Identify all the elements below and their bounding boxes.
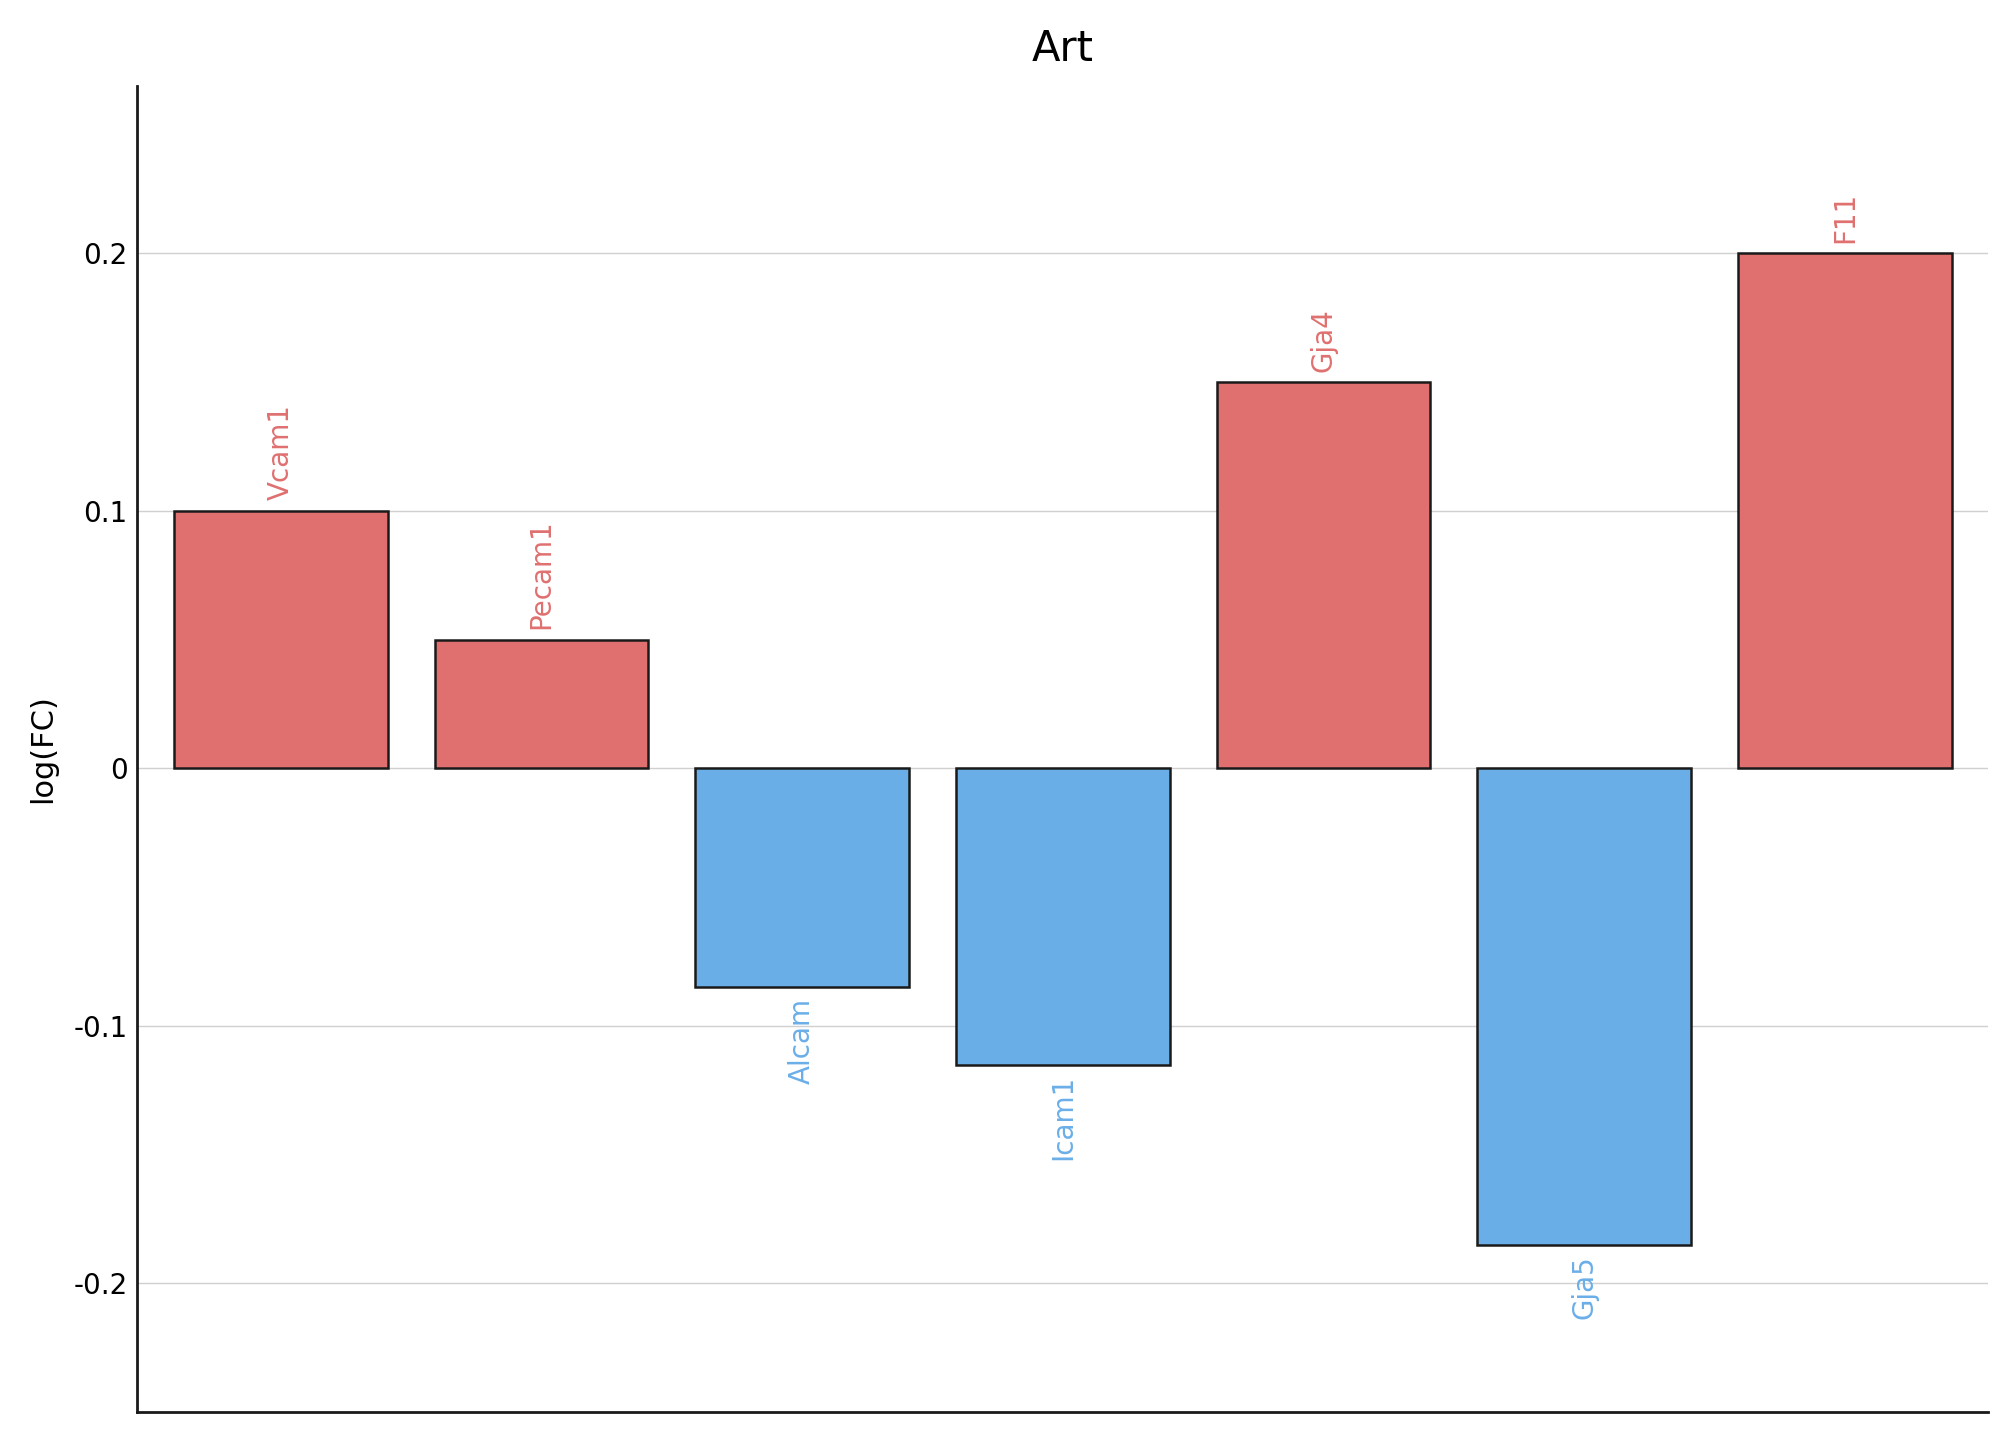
Text: Vcam1: Vcam1 — [266, 405, 294, 501]
Text: Alcam: Alcam — [788, 998, 816, 1084]
Title: Art: Art — [1032, 27, 1095, 69]
Text: F11: F11 — [1831, 192, 1859, 243]
Text: Icam1: Icam1 — [1048, 1074, 1077, 1161]
Text: Pecam1: Pecam1 — [528, 520, 556, 629]
Bar — [956, 769, 1169, 1064]
Bar — [435, 639, 649, 769]
Y-axis label: log(FC): log(FC) — [28, 694, 56, 804]
Bar — [1738, 253, 1951, 769]
Bar — [173, 511, 387, 769]
Text: Gja5: Gja5 — [1570, 1256, 1599, 1319]
Bar — [1216, 382, 1431, 769]
Bar — [1478, 769, 1691, 1244]
Bar — [696, 769, 909, 988]
Text: Gja4: Gja4 — [1310, 308, 1337, 372]
